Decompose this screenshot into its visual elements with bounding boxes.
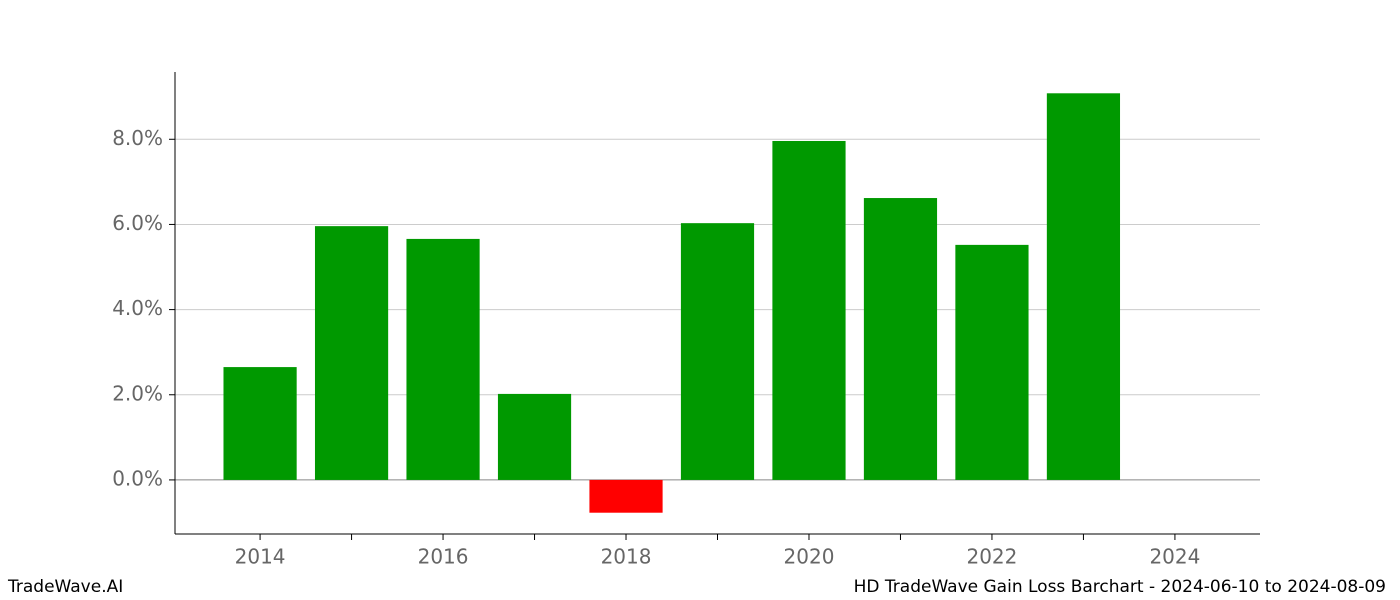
bar <box>314 226 389 480</box>
x-tick-label: 2014 <box>235 545 286 569</box>
bar <box>589 479 663 513</box>
y-tick-label: 6.0% <box>112 211 163 235</box>
footer-left: TradeWave.AI <box>7 577 123 597</box>
x-tick-label: 2018 <box>601 545 652 569</box>
bar <box>406 238 480 480</box>
bar <box>680 223 755 480</box>
y-tick-label: 2.0% <box>112 381 163 405</box>
bar <box>223 367 297 480</box>
bar <box>772 140 846 480</box>
y-tick-label: 8.0% <box>112 126 163 150</box>
y-tick-label: 4.0% <box>112 296 163 320</box>
y-tick-label: 0.0% <box>112 466 163 490</box>
bar <box>497 393 572 480</box>
bar <box>863 198 938 480</box>
x-tick-label: 2022 <box>966 545 1017 569</box>
bar <box>1046 93 1121 480</box>
x-tick-label: 2024 <box>1149 545 1200 569</box>
x-tick-label: 2020 <box>784 545 835 569</box>
bar <box>955 244 1029 480</box>
footer-right: HD TradeWave Gain Loss Barchart - 2024-0… <box>854 577 1386 597</box>
x-tick-label: 2016 <box>418 545 469 569</box>
